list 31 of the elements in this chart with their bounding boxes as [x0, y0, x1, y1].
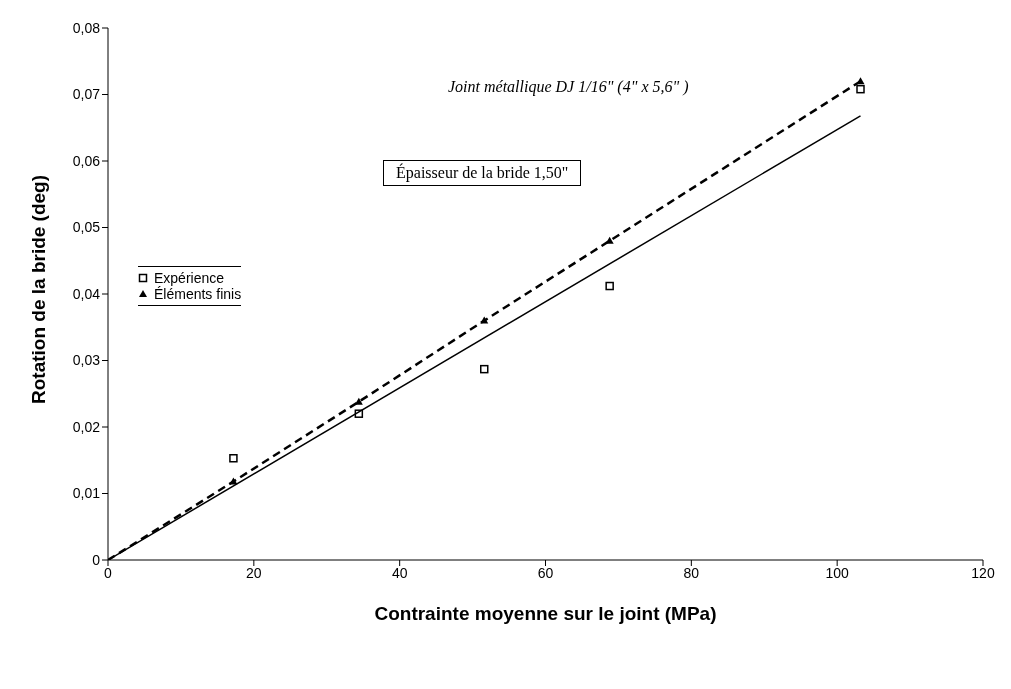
y-tick-label: 0,06: [72, 152, 101, 169]
point: [856, 84, 865, 94]
annotation: Joint métallique DJ 1/16" (4" x 5,6" ): [448, 78, 689, 96]
point: [480, 316, 489, 324]
point: [480, 364, 489, 374]
x-tick-label: 20: [246, 564, 262, 581]
legend-label: Expérience: [154, 270, 225, 286]
point: [354, 409, 364, 418]
y-axis-title: Rotation de la bride (deg): [27, 174, 49, 404]
y-tick-label: 0,08: [72, 19, 101, 36]
x-tick-label: 0: [104, 564, 113, 581]
point: [605, 281, 614, 291]
y-tick-label: 0,04: [72, 285, 101, 302]
legend-label: Éléments finis: [154, 286, 242, 302]
point: [229, 477, 238, 485]
annotation: Épaisseur de la bride 1,50": [383, 160, 582, 186]
y-tick-label: 0,03: [72, 352, 101, 369]
x-tick-label: 120: [971, 564, 995, 581]
y-tick-label: 0,05: [72, 219, 101, 236]
point: [856, 77, 865, 85]
x-axis-title: Contrainte moyenne sur le joint (MPa): [374, 603, 717, 624]
x-tick-label: 100: [825, 564, 850, 581]
y-tick-label: 0,07: [72, 86, 101, 103]
y-tick-label: 0,02: [72, 418, 101, 435]
y-tick-label: 0: [92, 551, 101, 568]
point: [605, 236, 614, 244]
y-tick-label: 0,01: [72, 485, 101, 502]
x-tick-label: 40: [391, 564, 408, 581]
point: [229, 454, 238, 463]
x-tick-label: 60: [537, 564, 554, 581]
x-tick-label: 80: [683, 564, 700, 581]
